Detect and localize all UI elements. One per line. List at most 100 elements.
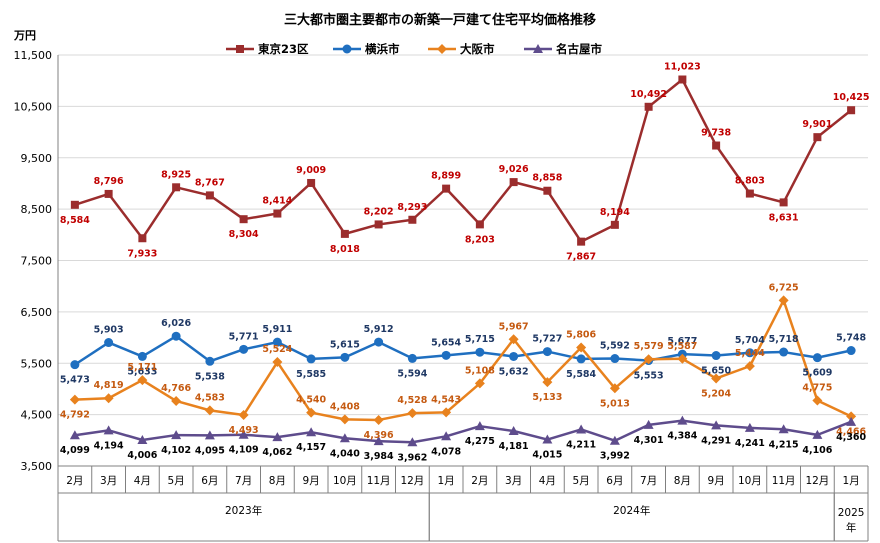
- data-label: 5,771: [229, 331, 259, 342]
- data-label: 4,015: [532, 450, 562, 461]
- data-point: [778, 295, 789, 306]
- x-tick-label: 1月: [843, 475, 860, 487]
- data-point: [846, 346, 856, 356]
- data-label: 9,901: [802, 119, 832, 130]
- data-label: 5,633: [127, 366, 157, 377]
- y-tick-label: 4,500: [21, 409, 53, 422]
- legend-marker: [437, 44, 447, 54]
- series-line: [74, 334, 852, 366]
- data-label: 5,903: [94, 325, 124, 336]
- data-point: [205, 191, 214, 200]
- x-axis: 2月 3月 4月 5月 6月 7月 8月 9月 10月 11月 12月 1月 2月 3月 4月 5月 6月 7月 8…: [57, 465, 869, 542]
- data-point: [373, 436, 384, 446]
- data-label: 8,293: [397, 202, 427, 213]
- data-label: 3,962: [397, 452, 427, 463]
- data-point: [272, 337, 282, 347]
- data-point: [711, 420, 722, 430]
- data-point: [744, 361, 755, 372]
- data-label: 4,408: [330, 401, 360, 412]
- data-point: [340, 352, 350, 362]
- data-label: 4,540: [296, 395, 326, 406]
- y-tick-label: 10,500: [14, 100, 53, 113]
- data-point: [374, 337, 384, 347]
- data-label: 8,203: [465, 234, 495, 245]
- data-point: [610, 354, 620, 364]
- data-point: [171, 395, 182, 406]
- data-label: 7,867: [566, 252, 596, 263]
- year-label: 2024年: [613, 504, 650, 517]
- data-point: [171, 331, 181, 341]
- x-tick-label: 10月: [333, 475, 357, 487]
- x-tick-label: 3月: [505, 475, 522, 487]
- data-point: [306, 354, 316, 364]
- data-label: 4,040: [330, 448, 360, 459]
- x-tick-label: 3月: [100, 475, 117, 487]
- x-tick-label: 4月: [134, 475, 151, 487]
- data-label: 5,967: [499, 321, 529, 332]
- data-point: [103, 425, 114, 435]
- data-label: 5,584: [566, 369, 596, 380]
- data-point: [441, 431, 452, 441]
- data-point: [508, 426, 519, 436]
- data-point: [812, 395, 823, 406]
- data-point: [610, 220, 619, 229]
- data-label: 4,109: [229, 445, 259, 456]
- data-label: 9,009: [296, 165, 326, 176]
- data-label: 5,538: [195, 371, 225, 382]
- data-point: [69, 394, 80, 405]
- data-point: [137, 351, 147, 361]
- x-tick-label: 9月: [708, 475, 725, 487]
- x-tick-label: 2月: [471, 475, 488, 487]
- data-point: [204, 430, 215, 440]
- data-point: [712, 141, 721, 150]
- data-label: 5,524: [262, 344, 292, 355]
- data-label: 8,584: [60, 215, 90, 226]
- data-point: [744, 422, 755, 432]
- data-label: 5,553: [634, 371, 664, 382]
- data-label: 5,727: [532, 334, 562, 345]
- data-point: [812, 429, 823, 439]
- y-axis-unit: 万円: [13, 29, 36, 42]
- data-point: [779, 198, 788, 207]
- y-tick-label: 6,500: [21, 306, 53, 319]
- data-label: 5,911: [262, 324, 292, 335]
- data-point: [678, 75, 687, 84]
- data-label: 4,006: [127, 450, 157, 461]
- y-tick-label: 7,500: [21, 255, 53, 268]
- data-point: [745, 348, 755, 358]
- data-label: 5,748: [836, 333, 866, 344]
- data-point: [104, 338, 114, 348]
- grid: [58, 54, 868, 416]
- data-point: [711, 373, 722, 384]
- y-tick-label: 5,500: [21, 357, 53, 370]
- data-label: 4,543: [431, 394, 461, 405]
- x-tick-label: 5月: [573, 475, 590, 487]
- data-point: [137, 375, 148, 386]
- data-point: [812, 353, 822, 363]
- data-label: 4,102: [161, 445, 191, 456]
- data-label: 5,204: [701, 388, 731, 399]
- x-tick-label: 1月: [438, 475, 455, 487]
- data-label: 5,585: [296, 369, 326, 380]
- data-label: 4,211: [566, 439, 596, 450]
- y-axis: 3,500 4,500 5,500 6,500 7,500 8,500 9,500 10,50…: [14, 49, 59, 473]
- data-label: 8,796: [94, 176, 124, 187]
- y-tick-label: 3,500: [21, 460, 53, 473]
- data-point: [374, 220, 383, 229]
- chart-title: 三大都市圏主要都市の新築一戸建て住宅平均価格推移: [284, 12, 596, 28]
- data-point: [103, 393, 114, 404]
- data-point: [576, 354, 586, 364]
- data-point: [576, 424, 587, 434]
- data-point: [677, 415, 688, 425]
- data-point: [238, 409, 249, 420]
- data-point: [70, 360, 80, 370]
- series-line: [74, 78, 852, 243]
- data-point: [779, 347, 789, 357]
- data-label: 8,925: [161, 169, 191, 180]
- data-label: 5,715: [465, 334, 495, 345]
- data-label: 5,654: [431, 337, 461, 348]
- data-point: [408, 215, 417, 224]
- data-label: 5,704: [735, 335, 765, 346]
